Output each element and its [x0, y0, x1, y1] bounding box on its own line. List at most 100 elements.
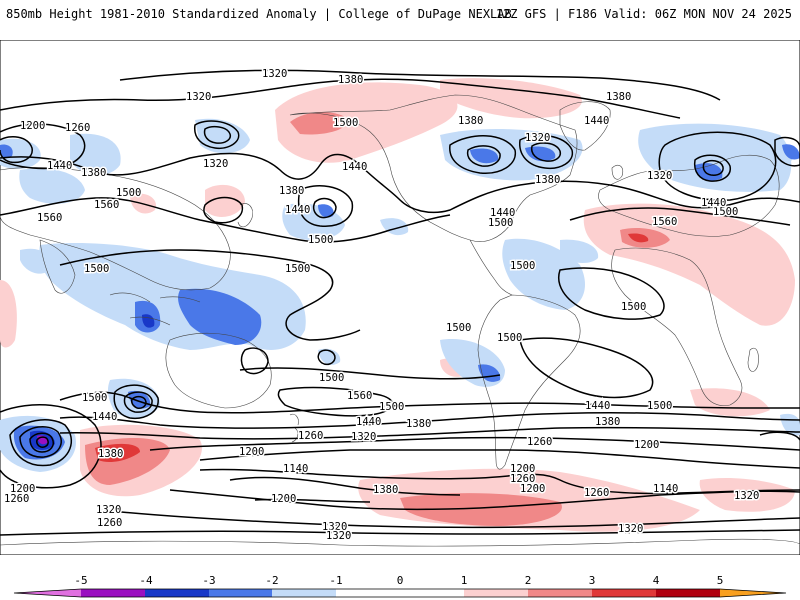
contour-label: 1320	[203, 158, 228, 170]
contour-label: 1560	[347, 390, 372, 402]
contour-label: 1440	[584, 115, 609, 127]
contour-label: 1320	[262, 68, 287, 80]
contour-1500-africa	[558, 267, 665, 320]
contour-low-canada-2	[466, 145, 501, 167]
contour-1440-north	[0, 152, 800, 214]
colorbar-swatch-neg4	[81, 589, 145, 597]
contour-label: 1500	[621, 301, 646, 313]
contour-low-sw-2	[19, 425, 62, 458]
contour-label: 1320	[525, 132, 550, 144]
contour-label: 1500	[488, 217, 513, 229]
colorbar-tick: -4	[139, 574, 153, 587]
anomaly-pos-left-edge	[0, 280, 17, 348]
colorbar-tick: 1	[461, 574, 468, 587]
contour-label: 1260	[65, 122, 90, 134]
colorbar-swatch-pos5	[720, 589, 786, 597]
contour-label: 1200	[520, 483, 545, 495]
contour-label: 1200	[239, 446, 264, 458]
contour-1320-far-south	[99, 509, 800, 529]
contour-low-sw-4	[36, 436, 49, 448]
colorbar-swatch-zero	[336, 589, 464, 597]
colorbar-swatch-pos2	[528, 589, 592, 597]
contour-label: 1140	[283, 463, 308, 475]
contour-label: 1560	[37, 212, 62, 224]
contour-1500-tropical	[59, 249, 361, 341]
contour-label: 1500	[116, 187, 141, 199]
contour-low-arctic-1	[0, 135, 33, 164]
coast-new-zealand	[289, 413, 299, 443]
contour-1500-s-atlantic	[519, 337, 654, 399]
anomaly-neg2-canada	[470, 148, 499, 164]
colorbar-swatch-neg1	[272, 589, 336, 597]
contour-label: 1500	[82, 392, 107, 404]
coast-europe	[598, 154, 780, 237]
contour-1500-south	[59, 391, 800, 414]
contour-label: 1260	[97, 517, 122, 529]
anomaly-neg-eastasia	[19, 168, 85, 204]
contour-label: 1140	[653, 483, 678, 495]
colorbar-tick: 2	[525, 574, 532, 587]
colorbar-swatch-pos4	[656, 589, 720, 597]
contour-label: 1320	[96, 504, 121, 516]
contour-1200-south	[199, 468, 800, 495]
contour-label: 1260	[527, 436, 552, 448]
colorbar-swatch-neg2	[209, 589, 272, 597]
contour-1320-edge	[0, 529, 800, 536]
contour-low-n-pacific-2	[298, 185, 354, 227]
contour-1560-africa	[569, 207, 791, 226]
colorbar-tick: 0	[397, 574, 404, 587]
contour-low-sw-outer	[0, 404, 102, 489]
contour-1260-south	[199, 449, 800, 469]
contour-1560-pacific	[203, 196, 244, 224]
coastlines	[0, 94, 800, 547]
contour-label: 1320	[647, 170, 672, 182]
contour-label: 1440	[342, 161, 367, 173]
contour-low-scand-1	[693, 154, 731, 182]
anomaly-map: 1320 1380 1320 1200 1260 1500 1440 1380 …	[0, 40, 800, 555]
contour-low-aus	[240, 347, 269, 375]
contour-1320-north	[119, 69, 721, 101]
colorbar-swatch-neg3	[145, 589, 209, 597]
colorbar-ticks: -5 -4 -3 -2 -1 0 1 2 3 4 5	[74, 574, 723, 587]
contour-label: 1500	[713, 206, 738, 218]
contour-label: 1500	[510, 260, 535, 272]
contour-low-arctic-ring	[0, 123, 86, 170]
coast-north-america	[289, 94, 578, 242]
anomaly-neg-india	[20, 248, 51, 274]
contour-label: 1260	[510, 473, 535, 485]
anomaly-pos3-s-pacific	[95, 443, 140, 463]
contour-low-nz-2	[123, 391, 153, 413]
contour-label: 1380	[606, 91, 631, 103]
contour-label: 1500	[333, 117, 358, 129]
contour-low-scand-2	[702, 159, 724, 176]
contour-label: 1440	[701, 197, 726, 209]
contour-label: 1440	[92, 411, 117, 423]
colorbar-tick: -3	[202, 574, 215, 587]
contour-label: 1200	[271, 493, 296, 505]
contour-label: 1200	[510, 463, 535, 475]
anomaly-pos2-southern-ocean	[400, 493, 562, 526]
contour-label: 1440	[490, 207, 515, 219]
contour-low-canada-4	[530, 142, 562, 162]
contour-label: 1500	[647, 400, 672, 412]
anomaly-pos3-africa	[628, 233, 649, 243]
anomaly-neg2-nz-low	[128, 390, 151, 409]
contour-1500-mid	[0, 197, 451, 243]
contour-high-africa-s	[759, 431, 800, 441]
contour-low-sw-1	[9, 419, 72, 467]
colorbar-swatch-neg5	[14, 589, 81, 597]
contour-label: 1380	[535, 174, 560, 186]
contour-1500-s-pacific	[239, 367, 501, 380]
run-info: 12Z GFS | F186 Valid: 06Z MON NOV 24 202…	[495, 7, 792, 21]
anomaly-pos2-alaska	[290, 111, 350, 135]
contour-label: 1380	[338, 74, 363, 86]
anomaly-neg2-canada-e	[525, 146, 556, 162]
contour-low-arctic-2	[194, 120, 240, 150]
coast-south-america	[477, 294, 581, 470]
contour-label: 1200	[10, 483, 35, 495]
anomaly-neg-arctic-w	[0, 144, 13, 159]
colorbar-tick: 5	[717, 574, 724, 587]
contour-label: 1440	[356, 416, 381, 428]
contour-label: 1500	[379, 401, 404, 413]
colorbar-swatch-pos3	[592, 589, 656, 597]
